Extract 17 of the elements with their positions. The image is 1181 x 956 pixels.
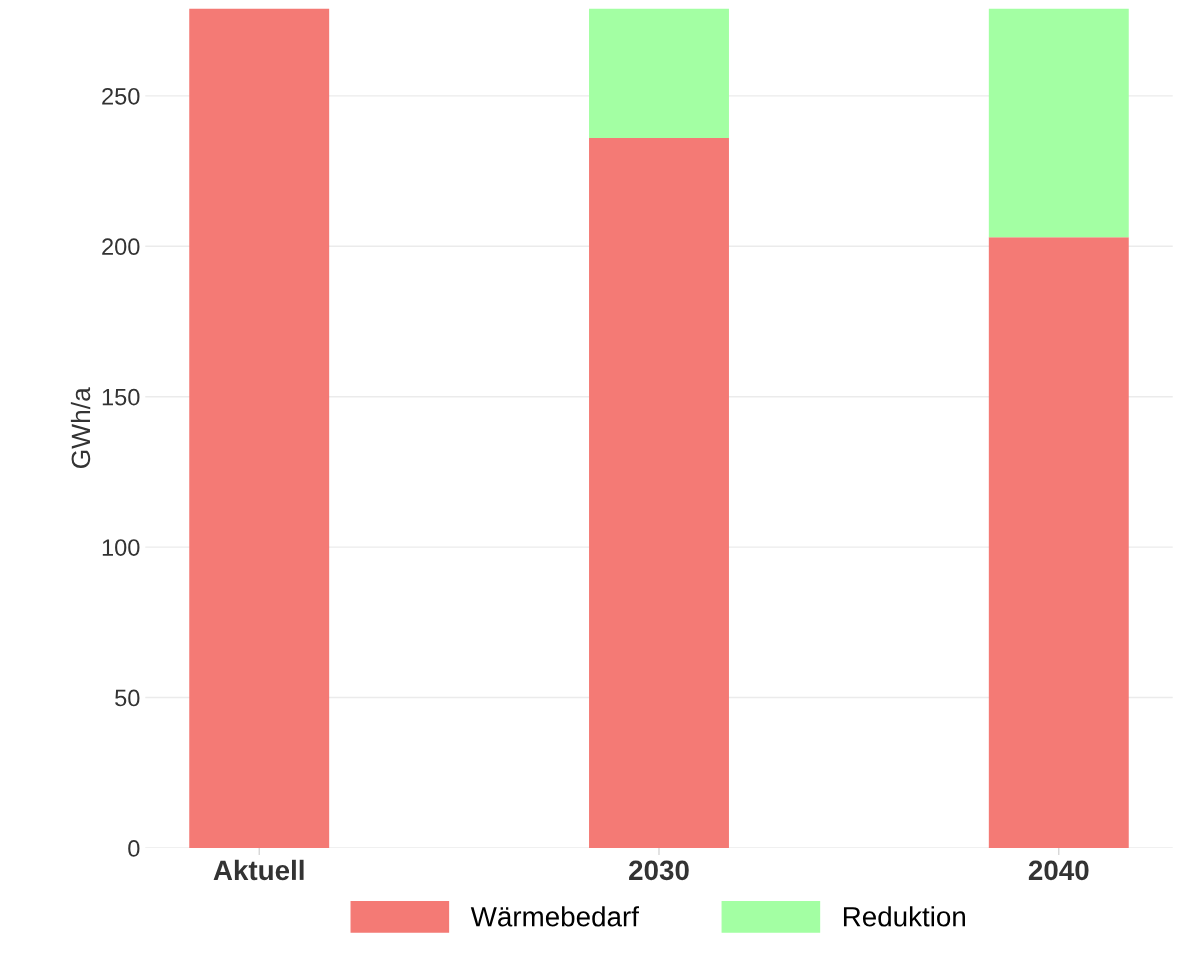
x-tick-label: 2030 (629, 860, 689, 881)
y-tick-label: 250 (102, 87, 140, 105)
bar (589, 137, 729, 848)
bar (988, 237, 1129, 848)
y-tick-label: 0 (128, 840, 140, 857)
bar (189, 8, 330, 848)
bar (988, 8, 1129, 238)
y-tick-label: 200 (102, 238, 140, 256)
bar (589, 8, 729, 138)
x-tick-label: Aktuell (213, 859, 304, 881)
y-tick-label: 50 (115, 689, 140, 707)
y-axis-title: GWh/a (70, 387, 91, 469)
y-tick-label: 150 (102, 388, 140, 406)
y-tick-label: 100 (102, 539, 140, 556)
legend-label: Wärmebedarf (470, 906, 639, 927)
legend-label: Reduktion (843, 906, 965, 927)
x-tick-label: 2040 (1028, 860, 1089, 881)
